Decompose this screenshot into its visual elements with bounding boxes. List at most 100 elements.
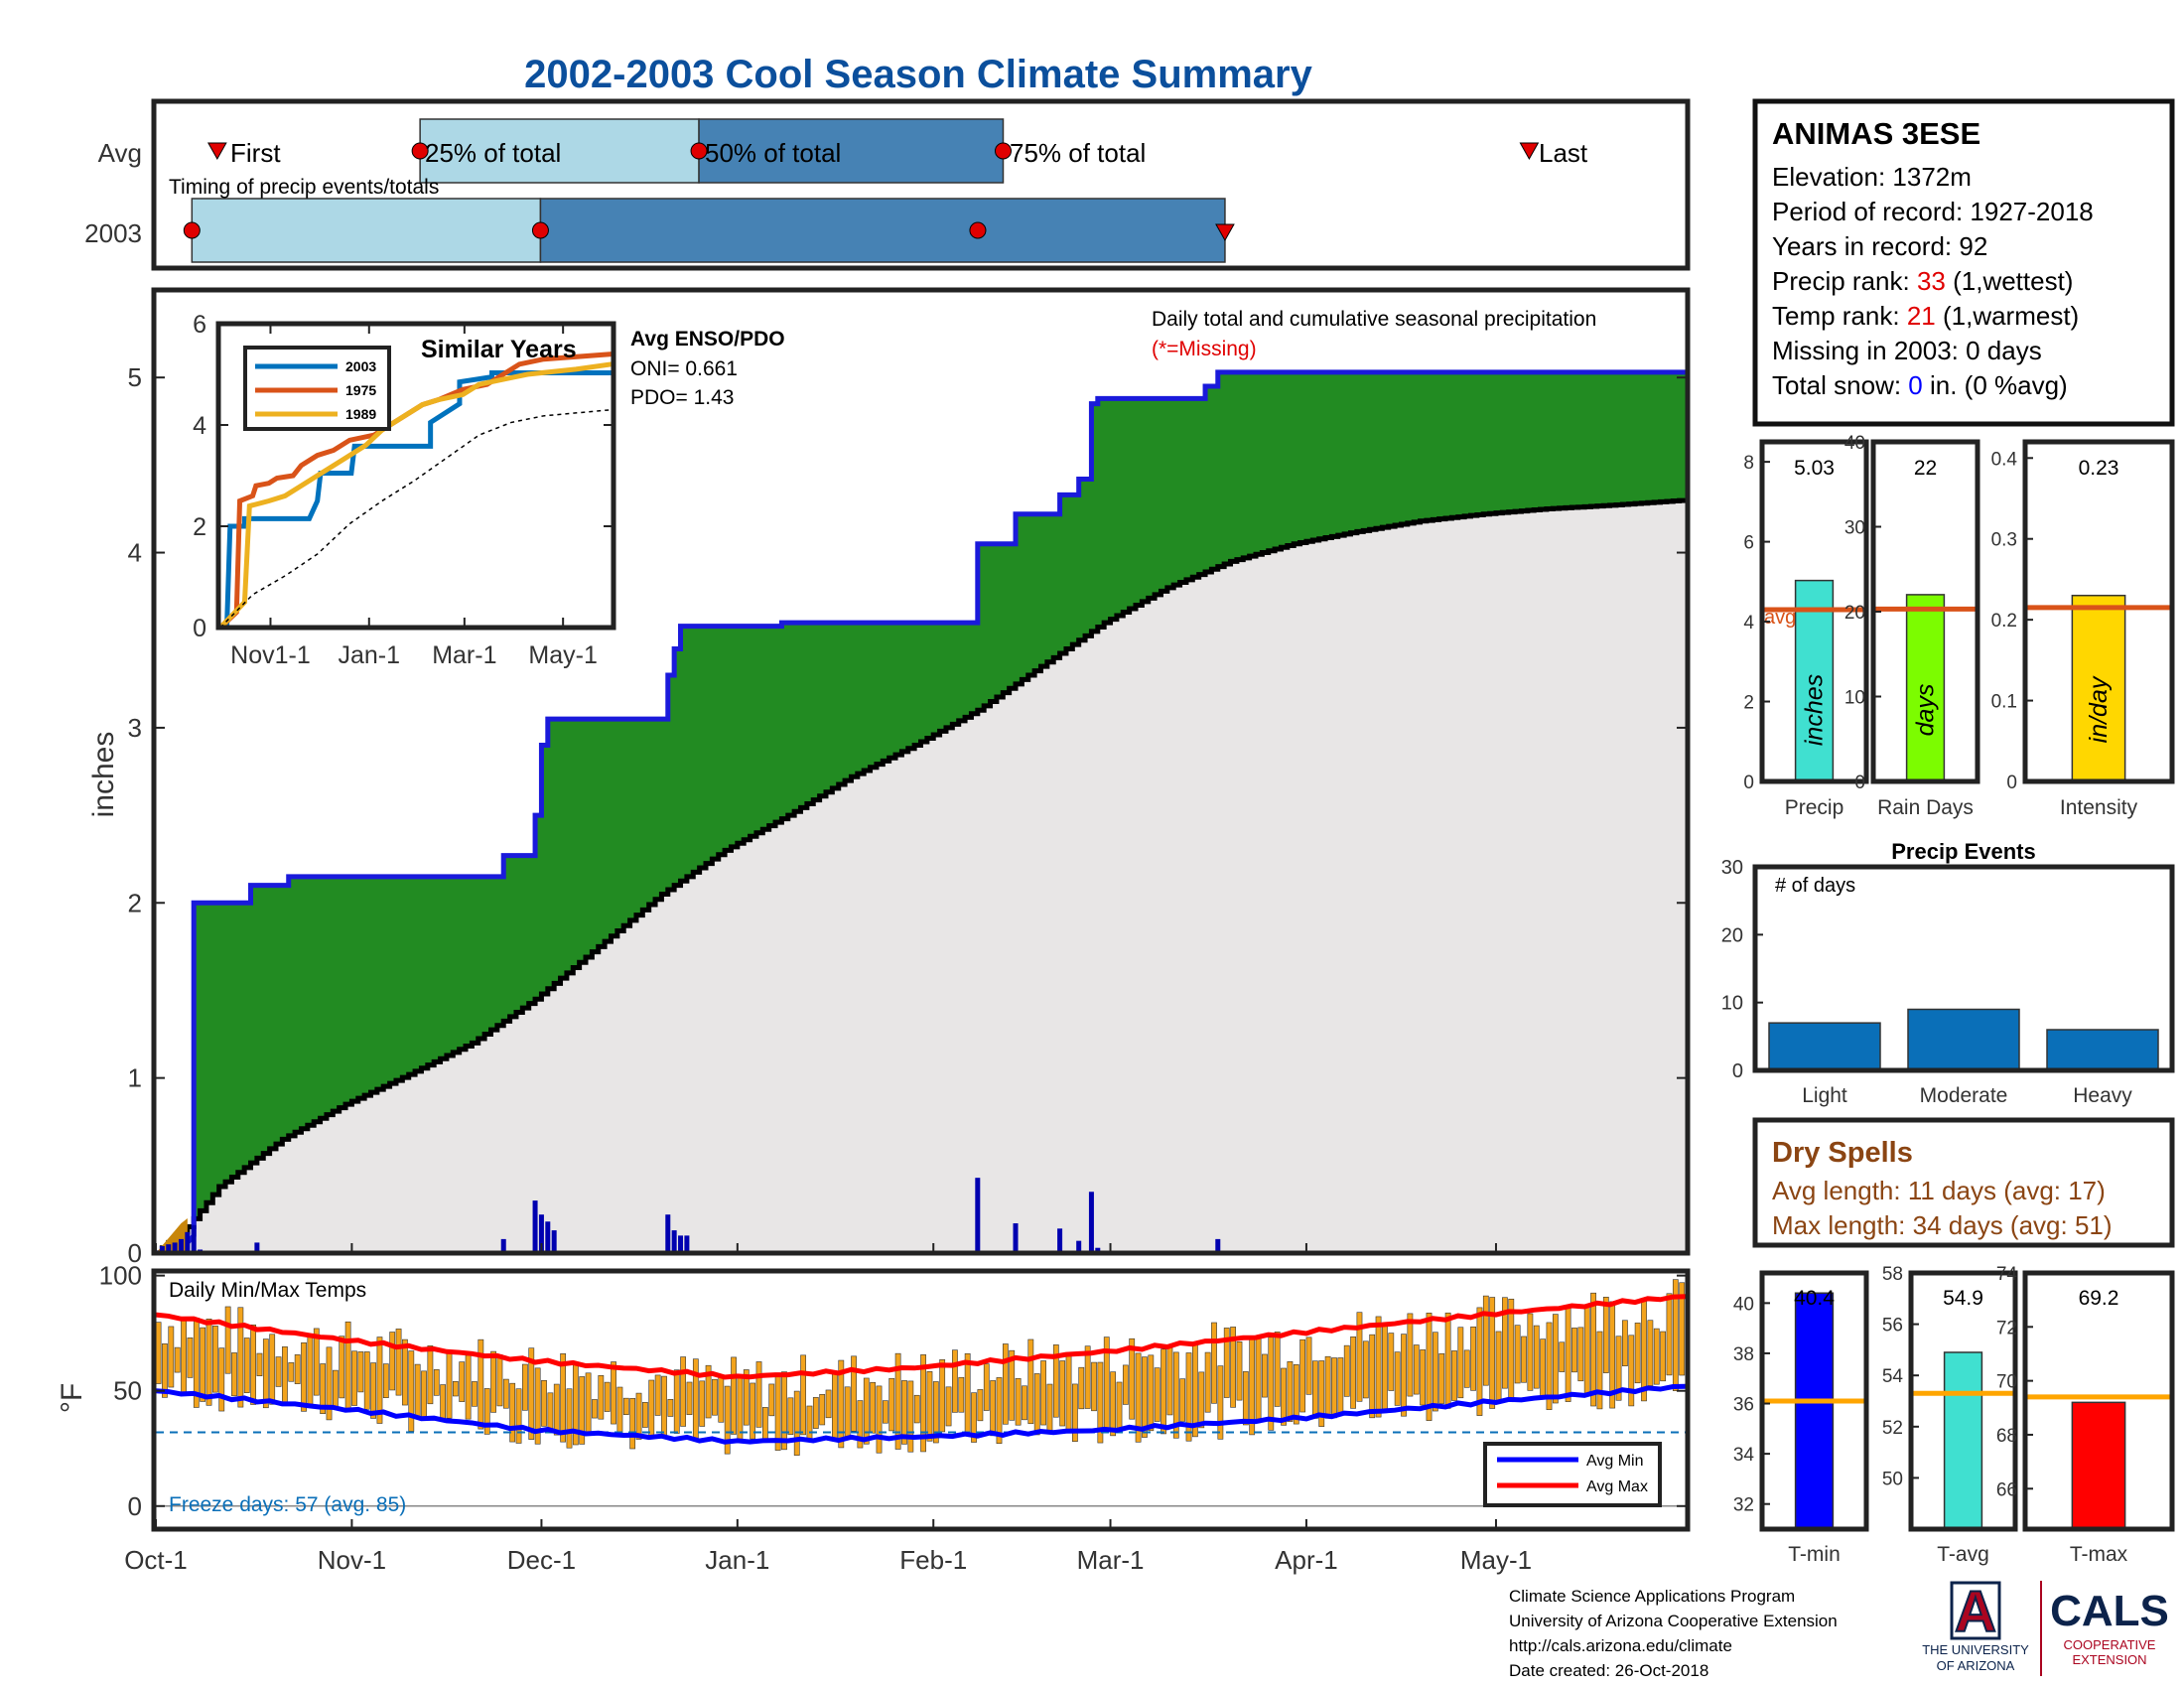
daily-temp-bar [622, 1397, 629, 1415]
daily-temp-bar [243, 1337, 250, 1393]
daily-temp-bar [1596, 1331, 1603, 1410]
daily-temp-bar [743, 1369, 750, 1426]
daily-temp-bar [806, 1405, 813, 1441]
daily-temp-bar [1198, 1371, 1205, 1429]
daily-precip-bar [191, 1224, 197, 1253]
tavg-y-tick-label: 56 [1882, 1316, 1903, 1336]
daily-temp-bar [1116, 1381, 1123, 1432]
daily-temp-bar [174, 1346, 181, 1373]
timing-avg-q1-box [419, 118, 700, 184]
daily-temp-bar [534, 1367, 541, 1445]
daily-temp-bar [1160, 1348, 1166, 1435]
tmax-value-label: 69.2 [2079, 1287, 2119, 1310]
inset-x-tick-label: Jan-1 [339, 641, 401, 669]
total-snow: Total snow: 0 in. (0 %avg) [1772, 370, 2068, 400]
daily-temp-bar [851, 1355, 857, 1432]
daily-precip-bar [500, 1238, 506, 1253]
inset-x-tick-label: May-1 [528, 641, 597, 669]
total-snow-value: 0 [1908, 370, 1922, 400]
temp-y-axis-label: °F [56, 1383, 88, 1413]
daily-temp-bar [1040, 1360, 1046, 1426]
tmax-label: T-max [2070, 1543, 2128, 1566]
daily-temp-bar [332, 1369, 339, 1408]
rain_days-bar [1905, 594, 1946, 782]
daily-temp-bar [1033, 1373, 1040, 1436]
daily-temp-bar [502, 1378, 509, 1409]
daily-temp-bar [755, 1361, 762, 1428]
timing-2003-first-marker [183, 221, 201, 239]
daily-precip-bar [538, 1214, 544, 1253]
daily-temp-bar [1166, 1346, 1173, 1416]
daily-temp-bar [566, 1388, 573, 1449]
daily-temp-bar [971, 1392, 977, 1443]
timing-avg-q2-box [698, 118, 1005, 184]
inset-title: Similar Years [421, 336, 577, 363]
daily-temp-bar [958, 1376, 965, 1413]
daily-precip-bar [684, 1235, 690, 1253]
timing-2003-q2-box [539, 198, 1226, 263]
daily-temp-bar [1154, 1367, 1160, 1422]
daily-temp-bar [1420, 1349, 1427, 1406]
daily-temp-bar [1204, 1351, 1211, 1413]
daily-temp-bar [1413, 1344, 1420, 1395]
daily-temp-bar [237, 1307, 244, 1408]
tavg-bar [1943, 1351, 1983, 1530]
daily-temp-bar [414, 1363, 421, 1419]
daily-temp-bar [427, 1345, 434, 1405]
daily-temp-bar [1444, 1312, 1451, 1409]
daily-temp-bar [515, 1388, 522, 1444]
daily-temp-bar [1527, 1313, 1534, 1391]
daily-temp-bar [1438, 1352, 1445, 1404]
daily-temp-bar [1110, 1371, 1117, 1437]
tavg-y-tick-label: 50 [1882, 1469, 1903, 1489]
inset-frame [215, 321, 616, 631]
cals-logo-text: CALS [2050, 1587, 2169, 1635]
precip-frame [151, 287, 1691, 1256]
daily-temp-bar [1287, 1361, 1294, 1422]
daily-temp-bar [1223, 1328, 1230, 1398]
precip-events-bar-moderate [1907, 1008, 2020, 1071]
daily-temp-bar [686, 1381, 693, 1416]
daily-temp-bar [673, 1369, 680, 1434]
daily-temp-bar [212, 1326, 218, 1393]
daily-temp-bar [945, 1386, 952, 1427]
daily-temp-bar [478, 1338, 484, 1430]
daily-temp-bar [825, 1389, 832, 1419]
timing-panel: Avg 2003 Timing of precip events/totals … [84, 98, 1691, 271]
daily-temp-bar [376, 1336, 383, 1424]
tmin-y-tick-label: 36 [1733, 1395, 1754, 1416]
station-name: ANIMAS 3ESE [1772, 116, 1980, 151]
daily-temp-bar [680, 1356, 686, 1427]
precip-events-bar-heavy [2046, 1029, 2159, 1071]
daily-precip-bar [1095, 1247, 1101, 1253]
daily-temp-bar [1142, 1356, 1148, 1438]
precip-events-y-tick-label: 20 [1721, 924, 1743, 946]
timing-first-label: First [230, 138, 281, 168]
ua-logo-text-1: THE UNIVERSITY [1922, 1642, 2029, 1657]
precip-rank-prefix: Precip rank: [1772, 266, 1917, 296]
tmin-y-tick-label: 38 [1733, 1344, 1754, 1365]
daily-temp-bar [832, 1372, 838, 1440]
precip-events-category-label: Moderate [1920, 1084, 2008, 1107]
precip-bar-label: inches [1801, 674, 1829, 746]
temp-legend-max: Avg Max [1586, 1478, 1648, 1495]
page-title: 2002-2003 Cool Season Climate Summary [524, 53, 1312, 96]
daily-temp-bar [882, 1400, 888, 1424]
precip-events-y-tick-label: 0 [1732, 1060, 1743, 1082]
daily-temp-bar [888, 1377, 895, 1432]
daily-temp-bar [547, 1392, 554, 1433]
daily-temps-plot: 0 50 100 Oct-1 Nov-1 Dec-1 Jan-1 Feb-1 Mar-1 Apr-… [99, 1261, 1688, 1575]
daily-temp-bar [181, 1320, 187, 1393]
daily-temp-bar [509, 1382, 516, 1443]
tmin-frame [1759, 1270, 1869, 1532]
timing-avg-q50-marker [690, 142, 708, 160]
daily-temp-bar [522, 1363, 528, 1411]
total-snow-suffix: in. (0 %avg) [1923, 370, 2068, 400]
cals-coop-2: EXTENSION [2072, 1652, 2146, 1667]
daily-temp-bar [275, 1356, 282, 1387]
avg-max-line [155, 1294, 1687, 1380]
ua-logo-mark [1950, 1581, 2001, 1640]
precip-frame [1759, 439, 1869, 784]
